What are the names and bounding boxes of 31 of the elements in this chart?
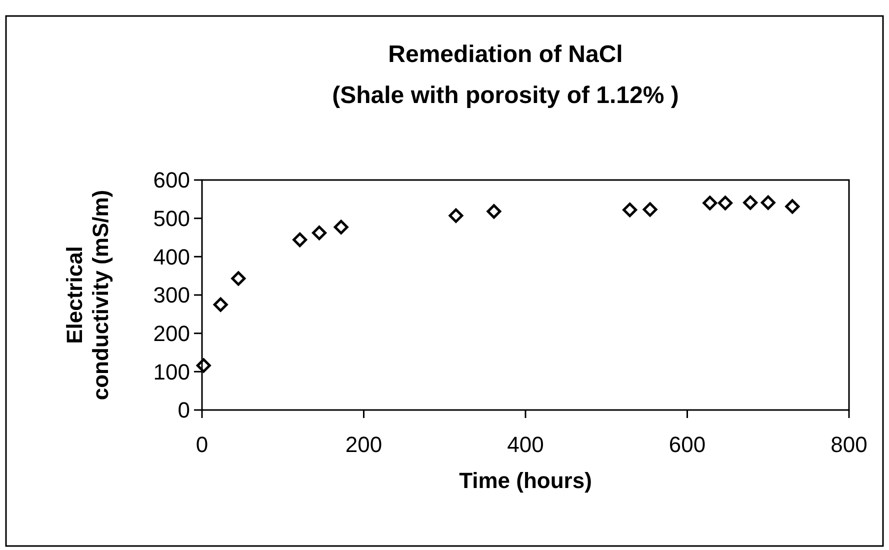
x-tick-label: 800 xyxy=(830,432,868,457)
x-tick-label: 600 xyxy=(668,432,706,457)
point xyxy=(760,195,776,210)
point xyxy=(334,220,348,234)
point xyxy=(448,208,464,223)
y-tick-label: 600 xyxy=(153,168,190,193)
point xyxy=(231,271,246,286)
point xyxy=(196,358,211,373)
y-tick-label: 0 xyxy=(178,398,190,423)
x-tick-label: 400 xyxy=(507,432,544,457)
point xyxy=(702,196,718,210)
y-tick-label: 300 xyxy=(153,282,190,308)
point xyxy=(642,202,658,217)
point xyxy=(486,204,502,219)
y-tick-label: 200 xyxy=(153,321,190,346)
point xyxy=(743,195,758,210)
y-tick-label: 100 xyxy=(153,359,190,384)
x-axis-title: Time (hours) xyxy=(459,468,592,493)
y-tick-label: 500 xyxy=(153,206,190,232)
y-tick-label: 400 xyxy=(153,244,190,270)
point xyxy=(213,297,228,312)
point xyxy=(292,232,308,248)
point xyxy=(785,199,800,214)
point xyxy=(312,226,327,240)
y-axis-title: Electrical conductivity (mS/m) xyxy=(62,190,114,400)
chart-title: Remediation of NaCl xyxy=(388,41,623,68)
x-tick-label: 0 xyxy=(196,432,208,457)
point xyxy=(622,202,638,218)
point xyxy=(718,196,733,210)
chart-subtitle: (Shale with porosity of 1.12% ) xyxy=(332,82,679,109)
x-tick-label: 200 xyxy=(345,432,382,457)
